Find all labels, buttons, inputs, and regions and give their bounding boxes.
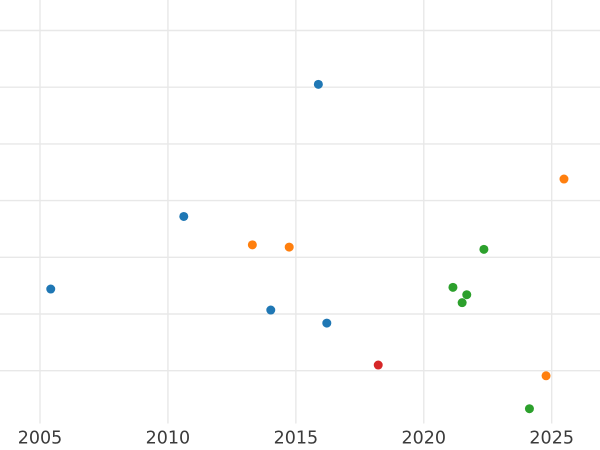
x-tick-label-2025: 2025 [529,429,574,449]
data-point-green [457,298,467,308]
data-point-green [448,282,458,292]
data-point-red [373,360,383,370]
x-tick-label-2005: 2005 [18,429,63,449]
data-point-blue [46,284,56,294]
data-point-blue [266,305,276,315]
data-point-orange [247,240,257,250]
data-point-orange [284,242,294,252]
data-point-orange [541,371,551,381]
data-point-green [524,404,534,414]
x-tick-label-2015: 2015 [274,429,319,449]
data-point-blue [313,79,323,89]
data-point-blue [179,211,189,221]
data-point-blue [322,318,332,328]
x-tick-label-2010: 2010 [146,429,191,449]
data-point-green [479,244,489,254]
data-point-orange [559,174,569,184]
data-point-green [462,290,472,300]
x-tick-label-2020: 2020 [402,429,447,449]
